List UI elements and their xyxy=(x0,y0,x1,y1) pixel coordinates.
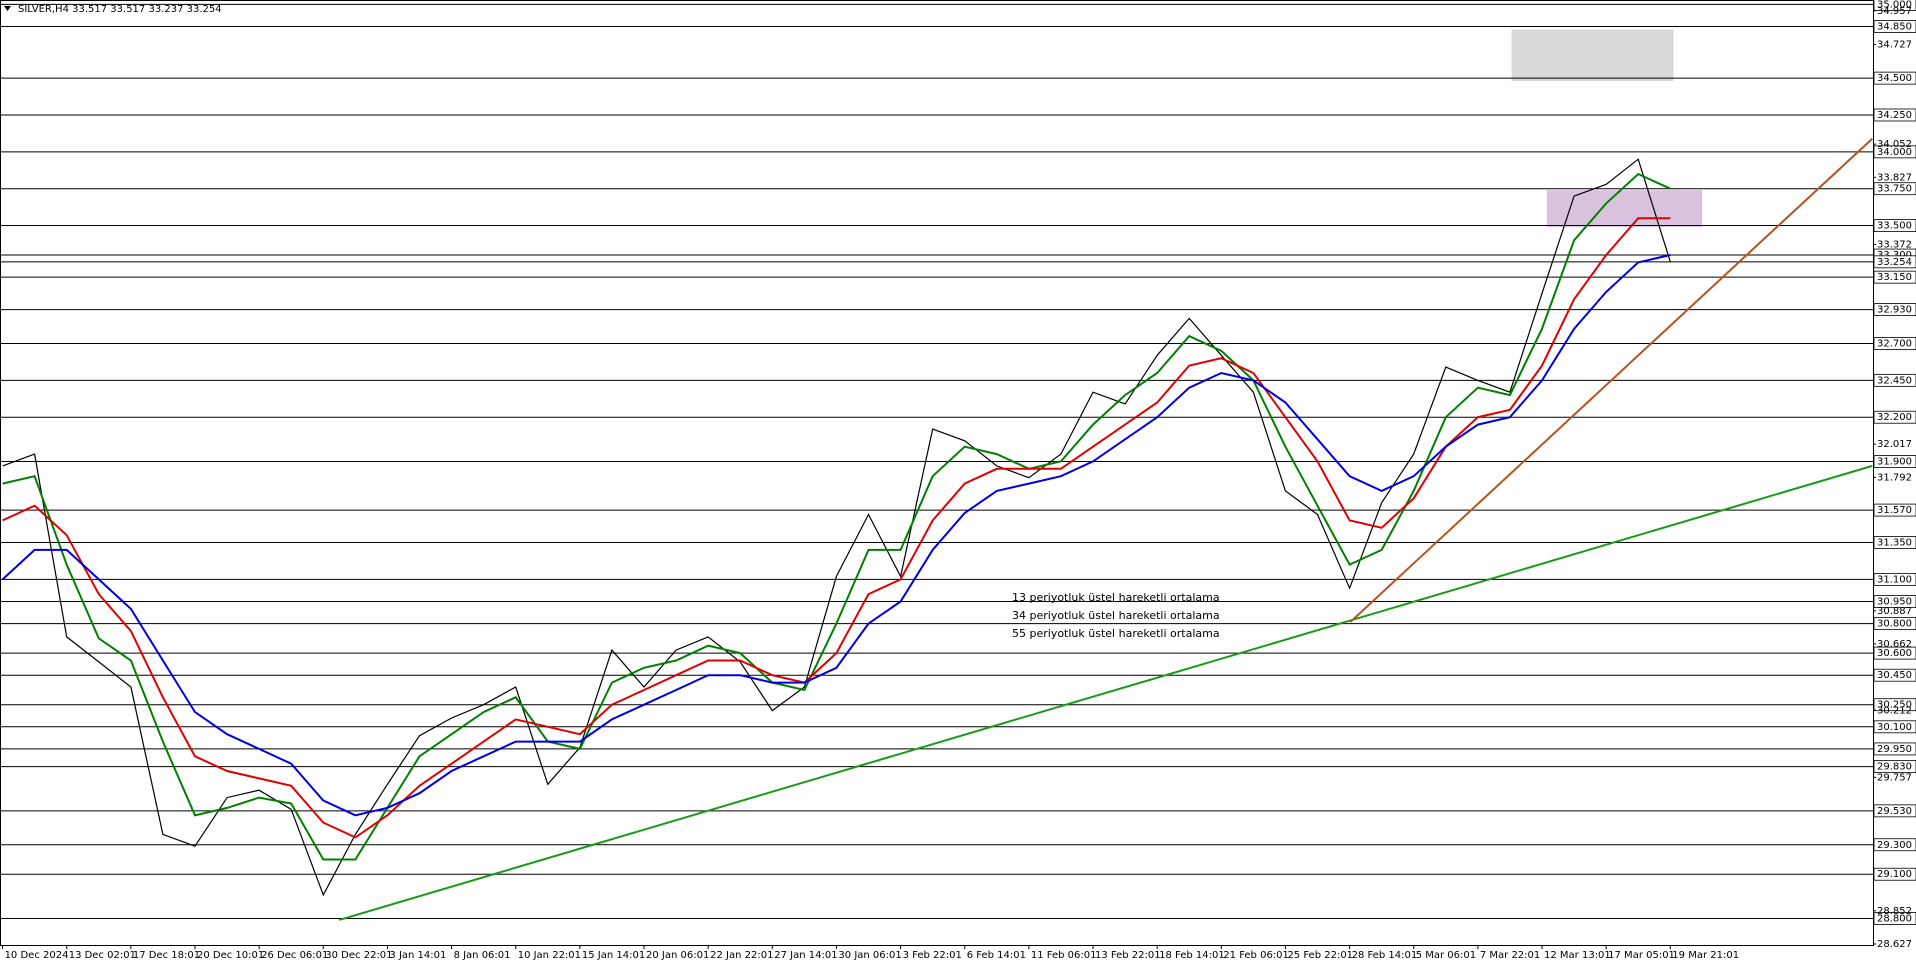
level-label: 30.800 xyxy=(1877,619,1912,630)
level-label: 33.150 xyxy=(1877,272,1912,283)
level-label: 33.500 xyxy=(1877,221,1912,232)
level-label: 29.830 xyxy=(1877,762,1912,773)
level-label: 30.450 xyxy=(1877,670,1912,681)
x-tick-label: 10 Dec 2024 xyxy=(5,950,69,961)
level-label: 34.850 xyxy=(1877,22,1912,33)
x-tick-label: 17 Dec 18:01 xyxy=(133,950,200,961)
x-tick-label: 13 Dec 02:01 xyxy=(69,950,136,961)
chart-title: SILVER,H4 33.517 33.517 33.237 33.254 xyxy=(18,4,222,15)
level-label: 30.600 xyxy=(1877,648,1912,659)
level-label: 30.950 xyxy=(1877,596,1912,607)
level-label: 30.100 xyxy=(1877,722,1912,733)
ema-line xyxy=(2,172,1671,861)
y-tick-label: 34.727 xyxy=(1877,40,1912,51)
x-tick-label: 20 Jan 06:01 xyxy=(646,950,709,961)
level-label: 29.300 xyxy=(1877,840,1912,851)
y-tick-label: 29.757 xyxy=(1877,772,1912,783)
x-tick-label: 27 Jan 14:01 xyxy=(774,950,837,961)
x-tick-label: 22 Jan 22:01 xyxy=(710,950,773,961)
level-label: 31.900 xyxy=(1877,456,1912,467)
x-tick-label: 6 Feb 14:01 xyxy=(967,950,1026,961)
header-icon xyxy=(4,6,11,11)
legend-label: 13 periyotluk üstel hareketli ortalama xyxy=(1012,591,1220,604)
level-label: 31.350 xyxy=(1877,538,1912,549)
level-label: 29.950 xyxy=(1877,744,1912,755)
x-tick-label: 8 Jan 06:01 xyxy=(454,950,511,961)
x-tick-label: 5 Mar 06:01 xyxy=(1416,950,1476,961)
x-tick-label: 28 Feb 14:01 xyxy=(1352,950,1418,961)
y-tick-label: 33.372 xyxy=(1877,239,1912,250)
level-label: 33.254 xyxy=(1877,257,1912,268)
level-label: 29.530 xyxy=(1877,806,1912,817)
level-label: 34.250 xyxy=(1877,110,1912,121)
y-tick-label: 28.627 xyxy=(1877,939,1912,950)
zone xyxy=(1546,190,1703,228)
level-label: 29.100 xyxy=(1877,869,1912,880)
plot-frame xyxy=(0,0,1874,946)
level-label: 32.700 xyxy=(1877,339,1912,350)
level-label: 32.450 xyxy=(1877,375,1912,386)
level-label: 34.500 xyxy=(1877,73,1912,84)
level-label: 34.000 xyxy=(1877,147,1912,158)
x-tick-label: 26 Dec 06:01 xyxy=(261,950,328,961)
ema-line xyxy=(1,254,1671,817)
level-label: 33.750 xyxy=(1877,184,1912,195)
level-label: 32.200 xyxy=(1877,412,1912,423)
x-tick-label: 19 Mar 21:01 xyxy=(1672,950,1739,961)
level-label: 31.570 xyxy=(1877,505,1912,516)
x-tick-label: 17 Mar 05:01 xyxy=(1608,950,1675,961)
y-tick-label: 28.852 xyxy=(1877,906,1912,917)
x-tick-label: 7 Mar 22:01 xyxy=(1480,950,1540,961)
level-label: 31.100 xyxy=(1877,574,1912,585)
level-label: 35.000 xyxy=(1877,0,1912,10)
y-tick-label: 33.827 xyxy=(1877,172,1912,183)
x-tick-label: 15 Jan 14:01 xyxy=(582,950,645,961)
y-tick-label: 34.957 xyxy=(1877,6,1912,17)
x-tick-label: 30 Dec 22:01 xyxy=(325,950,392,961)
legend-label: 34 periyotluk üstel hareketli ortalama xyxy=(1012,609,1220,622)
trendline xyxy=(339,464,1873,921)
y-tick-label: 30.887 xyxy=(1877,606,1912,617)
x-tick-label: 10 Jan 22:01 xyxy=(518,950,581,961)
x-tick-label: 20 Dec 10:01 xyxy=(197,950,264,961)
x-tick-label: 25 Feb 22:01 xyxy=(1287,950,1353,961)
x-tick-label: 21 Feb 06:01 xyxy=(1223,950,1289,961)
x-tick-label: 3 Feb 22:01 xyxy=(903,950,962,961)
x-tick-label: 12 Mar 13:01 xyxy=(1544,950,1611,961)
x-tick-label: 13 Feb 22:01 xyxy=(1095,950,1161,961)
trendline xyxy=(1349,137,1874,623)
y-tick-label: 31.792 xyxy=(1877,472,1912,483)
y-tick-label: 30.662 xyxy=(1877,639,1912,650)
x-tick-label: 3 Jan 14:01 xyxy=(389,950,446,961)
legend-label: 55 periyotluk üstel hareketli ortalama xyxy=(1012,627,1220,640)
x-tick-label: 30 Jan 06:01 xyxy=(838,950,901,961)
level-label: 32.930 xyxy=(1877,305,1912,316)
x-tick-label: 11 Feb 06:01 xyxy=(1031,950,1097,961)
level-label: 30.250 xyxy=(1877,700,1912,711)
y-tick-label: 30.212 xyxy=(1877,705,1912,716)
y-tick-label: 34.052 xyxy=(1877,139,1912,150)
x-tick-label: 18 Feb 14:01 xyxy=(1159,950,1225,961)
zone xyxy=(1511,29,1674,82)
level-label: 28.800 xyxy=(1877,913,1912,924)
y-tick-label: 32.017 xyxy=(1877,439,1912,450)
ema-line xyxy=(2,217,1671,839)
